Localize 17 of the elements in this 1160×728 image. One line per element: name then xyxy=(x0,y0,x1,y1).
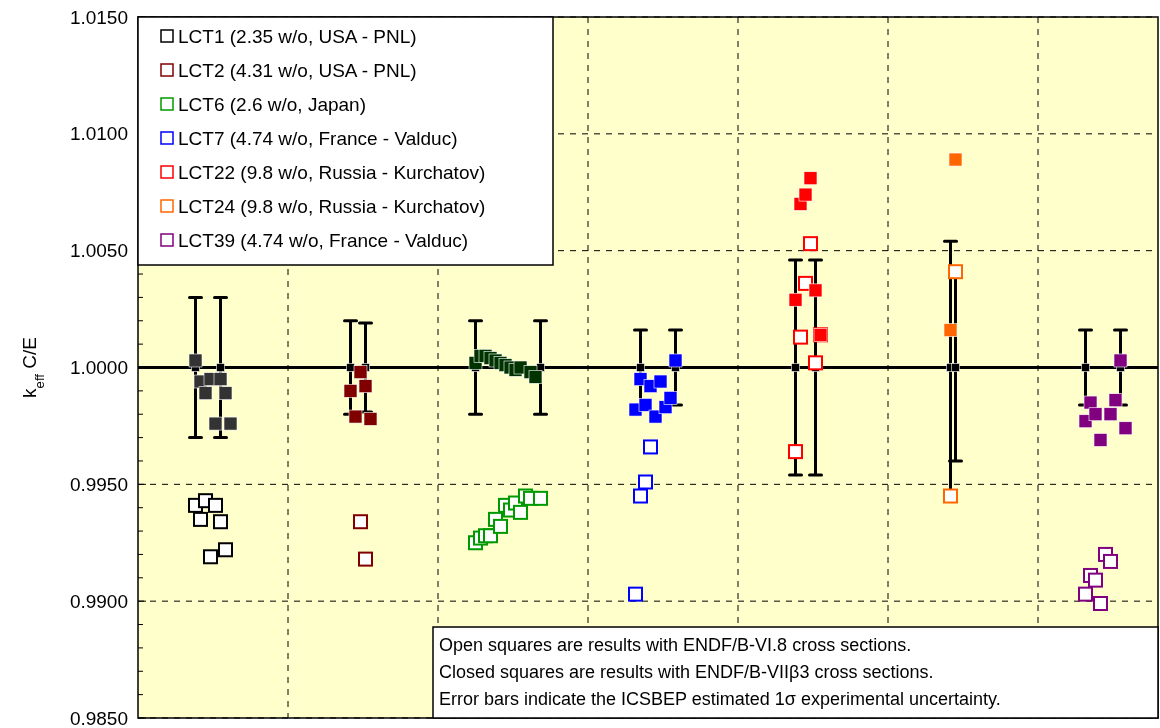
y-tick-label: 1.0000 xyxy=(69,357,128,379)
annotation: Open squares are results with ENDF/B-VI.8 cross sections. xyxy=(439,635,912,656)
legend-label: LCT2 (4.31 w/o, USA - PNL) xyxy=(178,59,417,81)
legend-label: LCT22 (9.8 w/o, Russia - Kurchatov) xyxy=(178,161,486,183)
legend-label: LCT1 (2.35 w/o, USA - PNL) xyxy=(178,25,417,47)
y-tick-label: 1.0100 xyxy=(69,123,128,145)
legend-label: LCT39 (4.74 w/o, France - Valduc) xyxy=(178,229,469,251)
legend-label: LCT7 (4.74 w/o, France - Valduc) xyxy=(178,127,458,149)
annotation: Error bars indicate the ICSBEP estimated 1σ experimental uncertainty. xyxy=(439,689,1001,710)
y-tick-label: 0.9950 xyxy=(69,473,128,495)
y-tick-label: 0.9900 xyxy=(69,590,128,612)
legend-label: LCT6 (2.6 w/o, Japan) xyxy=(178,93,366,115)
legend-label: LCT24 (9.8 w/o, Russia - Kurchatov) xyxy=(178,195,486,217)
annotation: Closed squares are results with ENDF/B-VIIβ3 cross sections. xyxy=(439,662,934,683)
y-tick-label: 1.0050 xyxy=(69,240,128,262)
y-tick-label: 0.9850 xyxy=(69,707,128,728)
y-tick-label: 1.0150 xyxy=(69,6,128,28)
